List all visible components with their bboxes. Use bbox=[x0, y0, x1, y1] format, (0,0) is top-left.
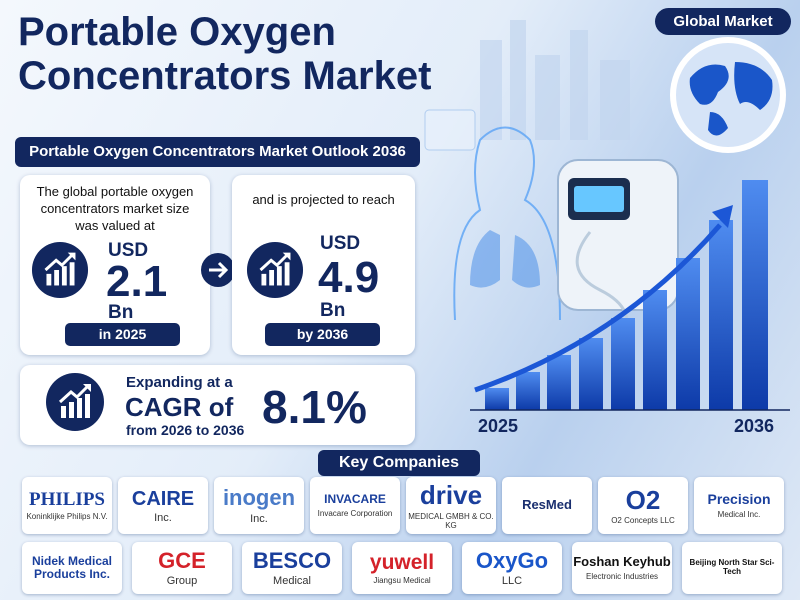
logo-name: BESCO bbox=[252, 547, 332, 573]
unit: Bn bbox=[320, 300, 346, 321]
logo-name: INVACARE bbox=[324, 492, 386, 507]
logo-card: yuwell Jiangsu Medical bbox=[352, 542, 452, 594]
logo-card: inogen Inc. bbox=[214, 477, 304, 534]
logo-card: BESCO Medical bbox=[242, 542, 342, 594]
cagr-line3: from 2026 to 2036 bbox=[126, 422, 245, 438]
icon bbox=[246, 241, 304, 299]
icon bbox=[31, 241, 89, 299]
logo-sub: LLC bbox=[501, 575, 523, 588]
companies-title: Key Companies bbox=[318, 450, 480, 476]
start-label: 2025 bbox=[478, 416, 519, 436]
logo-card: INVACARE Invacare Corporation bbox=[310, 477, 400, 534]
logo-card: Nidek Medical Products Inc. bbox=[22, 542, 122, 594]
end-label: 2036 bbox=[734, 416, 775, 436]
logo-name: GCE bbox=[158, 547, 206, 573]
section-title: Portable Oxygen Concentrators Market Out… bbox=[15, 137, 420, 167]
logo-sub: Koninklijke Philips N.V. bbox=[26, 512, 108, 522]
logo-name: inogen bbox=[222, 485, 296, 511]
logo-sub: Inc. bbox=[250, 512, 268, 525]
current-text: The global portable oxygen concentrators… bbox=[36, 184, 194, 233]
logo-card: drive MEDICAL GMBH & CO. KG bbox=[406, 477, 496, 534]
currency: USD bbox=[108, 240, 149, 261]
logo-sub: Medical Inc. bbox=[717, 509, 761, 519]
cagr-line2: CAGR of bbox=[125, 392, 234, 422]
logo-sub: Medical bbox=[273, 575, 311, 588]
logo-card: Foshan Keyhub Electronic Industries bbox=[572, 542, 672, 594]
logo-name: Nidek Medical Products Inc. bbox=[31, 553, 113, 581]
logo-name: CAIRE bbox=[131, 487, 195, 510]
icon bbox=[45, 372, 105, 432]
currency: USD bbox=[320, 233, 361, 254]
logo-sub: Inc. bbox=[154, 511, 172, 524]
forecast-text: and is projected to reach bbox=[252, 192, 395, 207]
logo-sub: Invacare Corporation bbox=[317, 508, 393, 518]
logo-card: ResMed bbox=[502, 477, 592, 534]
value: 4.9 bbox=[318, 253, 380, 302]
logo-card: O2 O2 Concepts LLC bbox=[598, 477, 688, 534]
badge: Global Market bbox=[655, 8, 791, 35]
logo-name: OxyGo bbox=[475, 547, 549, 573]
logo-name: Precision bbox=[707, 491, 771, 508]
year-pill: in 2025 bbox=[65, 323, 180, 346]
logo-card: Beijing North Star Sci-Tech bbox=[682, 542, 782, 594]
logo-card: Precision Medical Inc. bbox=[694, 477, 784, 534]
logo-name: ResMed bbox=[522, 497, 572, 513]
cagr-value: 8.1% bbox=[262, 381, 367, 433]
logo-card: CAIRE Inc. bbox=[118, 477, 208, 534]
logo-sub: Group bbox=[166, 575, 198, 588]
year-pill: by 2036 bbox=[265, 323, 380, 346]
logo-sub: O2 Concepts LLC bbox=[611, 516, 675, 526]
logo-card: PHILIPS Koninklijke Philips N.V. bbox=[22, 477, 112, 534]
unit: Bn bbox=[108, 302, 134, 323]
logo-card: GCE Group bbox=[132, 542, 232, 594]
logo-sub: Electronic Industries bbox=[585, 571, 659, 581]
value: 2.1 bbox=[106, 257, 168, 306]
logo-sub: Jiangsu Medical bbox=[373, 576, 431, 586]
logo-name: drive bbox=[419, 480, 483, 511]
logo-name: Foshan Keyhub bbox=[573, 554, 671, 570]
logo-name: PHILIPS bbox=[28, 488, 106, 510]
cagr-line1: Expanding at a bbox=[126, 374, 233, 391]
logo-name: yuwell bbox=[369, 550, 435, 574]
logo-name: O2 bbox=[625, 484, 661, 515]
logo-card: OxyGo LLC bbox=[462, 542, 562, 594]
title: Portable Oxygen Concentrators Market bbox=[18, 10, 432, 98]
logo-sub: MEDICAL GMBH & CO. KG bbox=[408, 511, 494, 530]
logo-name: Beijing North Star Sci-Tech bbox=[689, 558, 775, 576]
arrow bbox=[201, 253, 235, 287]
